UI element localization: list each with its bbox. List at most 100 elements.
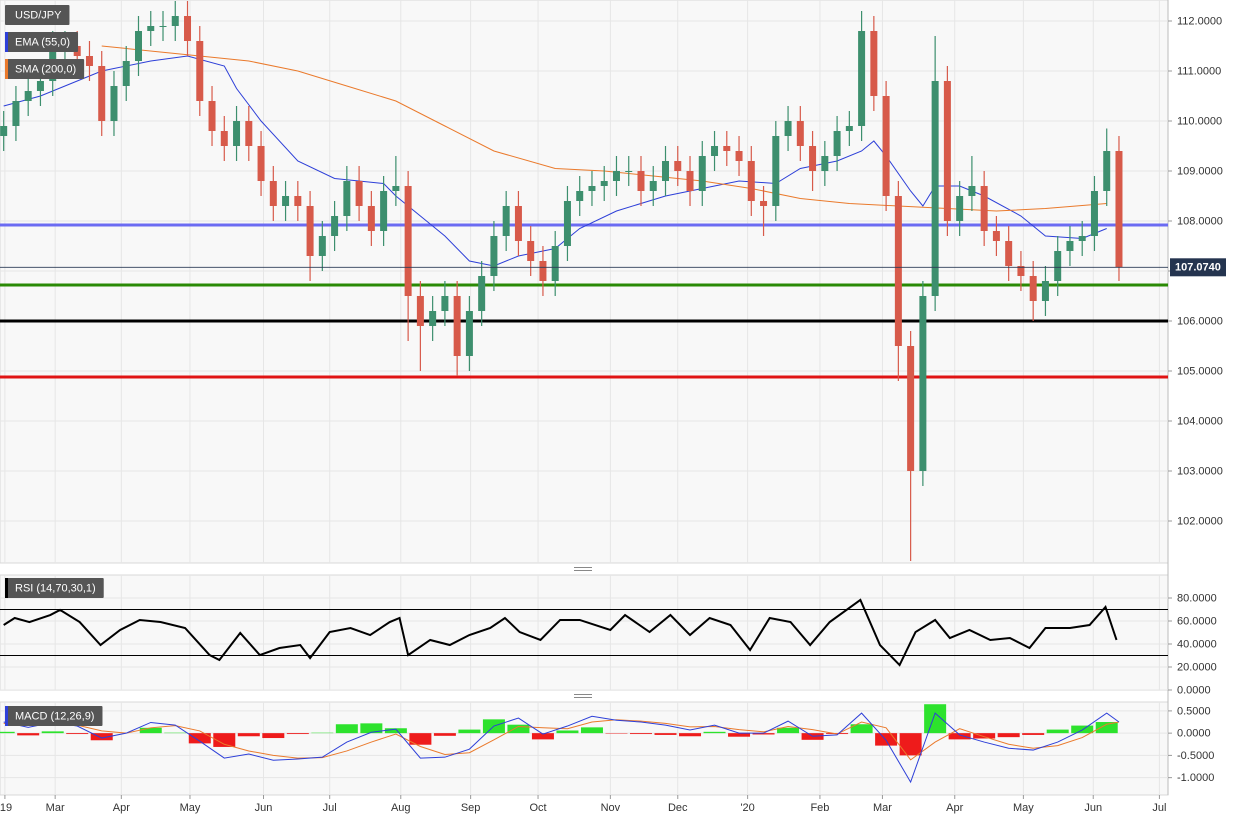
histogram-bar <box>507 724 530 734</box>
x-tick-label: Feb <box>810 802 829 814</box>
candle-body <box>919 296 927 471</box>
candle-body <box>625 171 633 172</box>
y-tick-label: 40.0000 <box>1177 638 1217 650</box>
candle-body <box>833 131 841 156</box>
candle-body <box>612 171 620 181</box>
candle-body <box>796 121 804 146</box>
candle-body <box>134 31 142 61</box>
candle-body <box>563 201 571 246</box>
candle-body <box>760 201 768 206</box>
histogram-bar <box>1046 729 1069 734</box>
y-tick-label: 20.0000 <box>1177 661 1217 673</box>
histogram-bar <box>1095 722 1118 734</box>
legend-label: USD/JPY <box>15 9 62 21</box>
histogram-bar <box>360 723 383 734</box>
histogram-bar <box>66 733 89 735</box>
last-price-label: 107.0740 <box>1175 262 1221 274</box>
candle-body <box>931 81 939 296</box>
candle-body <box>85 56 93 66</box>
candle-body <box>392 186 400 191</box>
candle-body <box>294 196 302 206</box>
histogram-bar <box>948 733 971 740</box>
y-tick-label: 111.0000 <box>1177 65 1221 77</box>
legend-box <box>5 5 70 25</box>
histogram-bar <box>433 733 456 736</box>
candle-body <box>367 206 375 231</box>
histogram-bar <box>850 724 873 734</box>
x-tick-label: '19 <box>0 802 12 814</box>
candle-body <box>809 146 817 171</box>
legend-label: RSI (14,70,30,1) <box>15 582 96 594</box>
x-tick-label: Mar <box>873 802 892 814</box>
candle-body <box>956 196 964 221</box>
histogram-bar <box>899 733 922 756</box>
y-tick-label: -0.5000 <box>1177 750 1214 762</box>
y-tick-label: 80.0000 <box>1177 592 1217 604</box>
histogram-bar <box>679 733 702 737</box>
histogram-bar <box>752 733 775 735</box>
candle-body <box>380 191 388 231</box>
histogram-bar <box>728 733 751 737</box>
candle-body <box>12 101 20 126</box>
y-tick-label: -1.0000 <box>1177 772 1214 784</box>
candle-body <box>453 296 461 356</box>
moving-average-line <box>3 55 1107 267</box>
x-tick-label: Apr <box>113 802 130 814</box>
candle-body <box>355 181 363 206</box>
candle-body <box>318 236 326 256</box>
candle-body <box>0 126 8 136</box>
x-tick-label: Jun <box>255 802 273 814</box>
histogram-bar <box>997 733 1020 738</box>
histogram-bar <box>237 733 260 737</box>
legend-box <box>5 706 103 726</box>
candle-body <box>331 216 339 236</box>
candle-body <box>245 121 253 146</box>
histogram-bar <box>213 733 236 747</box>
plot-area <box>0 598 1168 667</box>
candle-body <box>858 31 866 126</box>
candle-body <box>110 86 118 121</box>
histogram-bar <box>973 733 996 739</box>
legend-box <box>5 59 85 79</box>
histogram-bar <box>139 727 162 734</box>
candle-body <box>98 66 106 121</box>
candle-body <box>1005 241 1013 266</box>
histogram-bar <box>556 730 579 734</box>
histogram-bar <box>0 731 15 734</box>
candle-body <box>220 131 228 146</box>
legend-item: EMA (55,0) <box>5 32 79 52</box>
candle-body <box>441 296 449 311</box>
histogram-bar <box>629 733 652 735</box>
candle-body <box>1103 151 1111 191</box>
legend-item: MACD (12,26,9) <box>5 706 103 726</box>
candle-body <box>894 196 902 346</box>
candle-body <box>257 146 265 181</box>
x-tick-label: Jul <box>323 802 337 814</box>
x-tick-label: Jul <box>1152 802 1166 814</box>
candle-body <box>465 311 473 356</box>
x-tick-label: Mar <box>46 802 65 814</box>
candle-body <box>233 121 241 146</box>
histogram-bar <box>409 733 432 745</box>
panel-resize-handle[interactable] <box>574 567 592 571</box>
candle-body <box>870 31 878 96</box>
candle-body <box>821 156 829 171</box>
histogram-bar <box>1071 725 1094 734</box>
panel-resize-handle[interactable] <box>574 694 592 698</box>
legend-label: EMA (55,0) <box>15 36 70 48</box>
candle-body <box>1017 266 1025 276</box>
grid <box>0 0 1168 563</box>
legend-item: USD/JPY <box>5 5 70 25</box>
candle-body <box>527 241 535 261</box>
histogram-bar <box>531 733 554 740</box>
legend-swatch <box>5 578 8 598</box>
x-tick-label: May <box>180 802 201 814</box>
candle-body <box>723 146 731 151</box>
candle-body <box>1066 241 1074 251</box>
x-tick-label: Jun <box>1084 802 1102 814</box>
signal-line <box>3 719 1120 761</box>
y-tick-label: 0.0000 <box>1177 728 1211 740</box>
histogram-bar <box>41 731 64 734</box>
candle-body <box>539 261 547 281</box>
